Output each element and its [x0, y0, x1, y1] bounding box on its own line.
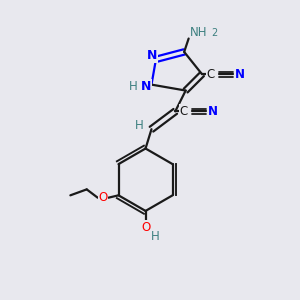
Text: NH: NH — [190, 26, 208, 39]
Text: H: H — [129, 80, 137, 93]
Text: O: O — [141, 221, 150, 234]
Text: C: C — [206, 68, 214, 81]
Text: C: C — [179, 105, 188, 118]
Text: N: N — [147, 49, 158, 62]
Text: N: N — [235, 68, 245, 81]
Text: H: H — [135, 119, 143, 132]
Text: O: O — [98, 191, 108, 204]
Text: H: H — [151, 230, 159, 243]
Text: N: N — [208, 105, 218, 118]
Text: 2: 2 — [211, 28, 217, 38]
Text: N: N — [141, 80, 151, 93]
